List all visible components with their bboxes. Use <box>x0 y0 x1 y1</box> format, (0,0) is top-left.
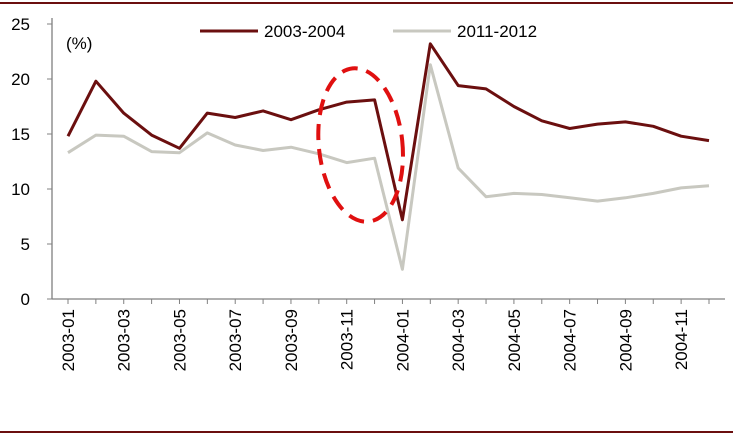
y-tick-label: 0 <box>21 290 30 309</box>
series-line-2003-2004 <box>66 42 710 222</box>
x-tick-label: 2004-01 <box>393 309 412 371</box>
x-tick-label: 2004-09 <box>616 309 635 371</box>
legend-label: 2011-2012 <box>457 22 537 41</box>
x-tick-label: 2004-07 <box>561 309 580 371</box>
axes: 0 5 10 15 20 25 2003-01 2003-03 2003-05 2003-07 20… <box>11 15 725 371</box>
x-tick-label: 2003-07 <box>226 309 245 371</box>
x-tick-label: 2004-05 <box>505 309 524 371</box>
x-tick-label: 2004-11 <box>672 309 691 370</box>
x-tick-label: 2003-05 <box>170 309 189 371</box>
x-tick-label: 2003-03 <box>115 309 134 371</box>
legend: 2003-2004 2011-2012 <box>200 22 537 41</box>
x-tick-label: 2003-11 <box>338 309 357 370</box>
x-tick-label: 2003-01 <box>59 309 78 371</box>
highlight-layer <box>316 66 405 224</box>
x-tick-label: 2003-09 <box>282 309 301 371</box>
highlight-ellipse <box>316 66 405 224</box>
legend-label: 2003-2004 <box>264 22 345 41</box>
y-tick-label: 15 <box>11 125 30 144</box>
series-line-2011-2012 <box>67 63 710 271</box>
y-tick-label: 5 <box>21 235 30 254</box>
y-tick-label: 20 <box>11 70 30 89</box>
y-tick-label: 25 <box>11 15 30 34</box>
x-tick-label: 2004-03 <box>449 309 468 371</box>
series-layer <box>66 42 710 271</box>
y-unit-label: (%) <box>66 34 92 53</box>
y-tick-label: 10 <box>11 180 30 199</box>
